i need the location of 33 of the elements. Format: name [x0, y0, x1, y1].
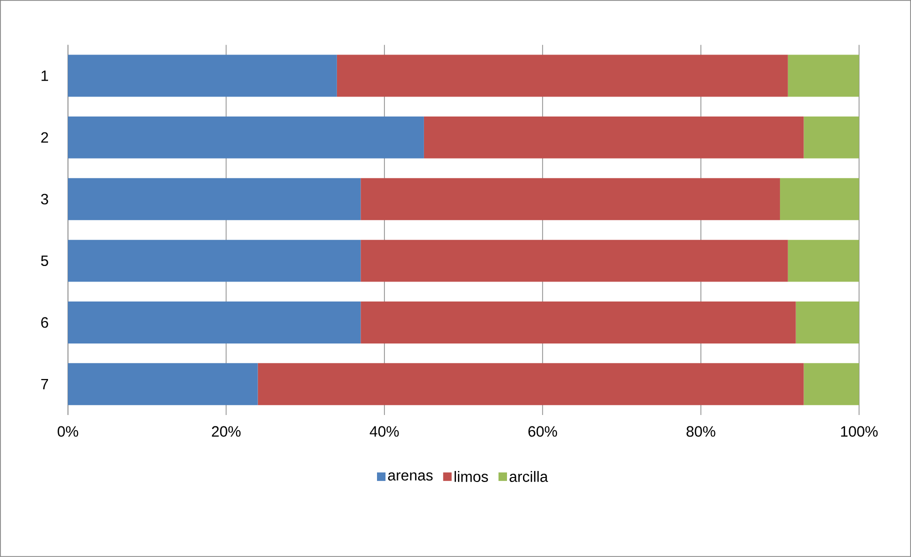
legend-label: limos — [454, 471, 488, 482]
x-tick-label: 0% — [58, 426, 78, 437]
bar — [360, 240, 788, 282]
bar — [788, 240, 860, 282]
y-tick-label: 5 — [41, 256, 48, 266]
bar — [68, 240, 361, 282]
legend-label: arcilla — [510, 471, 548, 482]
x-tick-label: 100% — [841, 426, 878, 437]
bar — [424, 116, 804, 158]
bar — [68, 116, 424, 158]
bar — [780, 178, 860, 220]
bar — [258, 363, 804, 406]
y-tick-label: 6 — [41, 317, 48, 328]
bar — [360, 178, 780, 220]
bar — [68, 363, 258, 406]
bar — [804, 363, 860, 406]
bar — [68, 178, 361, 220]
bar — [788, 54, 860, 97]
y-tick-label: 3 — [41, 194, 48, 204]
bar — [68, 302, 361, 344]
bar — [68, 54, 337, 97]
x-tick-label: 40% — [370, 426, 399, 437]
y-tick-label: 1 — [42, 70, 48, 81]
bar — [804, 116, 860, 158]
bar — [796, 302, 860, 344]
bar — [360, 302, 796, 344]
legend-label: arenas — [388, 472, 433, 481]
x-tick-label: 80% — [686, 426, 716, 437]
y-tick-label: 2 — [41, 132, 48, 143]
bar — [336, 54, 788, 97]
x-tick-label: 60% — [528, 426, 558, 437]
y-tick-label: 7 — [41, 379, 48, 390]
x-tick-label: 20% — [212, 426, 241, 437]
